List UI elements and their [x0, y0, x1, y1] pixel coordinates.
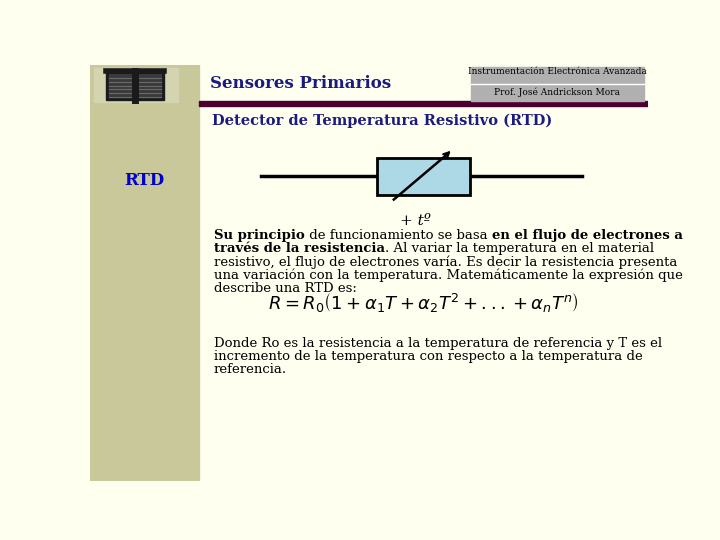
Bar: [472, 67, 644, 101]
Bar: [377, 158, 469, 195]
Text: una variación con la temperatura. Matemáticamente la expresión que: una variación con la temperatura. Matemá…: [214, 268, 683, 282]
Bar: [199, 101, 648, 106]
Text: referencia.: referencia.: [214, 363, 287, 376]
Text: Donde Ro es la resistencia a la temperatura de referencia y T es el: Donde Ro es la resistencia a la temperat…: [214, 337, 662, 350]
Text: Sensores Primarios: Sensores Primarios: [210, 75, 391, 92]
Bar: [94, 68, 178, 102]
Text: Prof. José Andrickson Mora: Prof. José Andrickson Mora: [495, 88, 621, 97]
Bar: [109, 74, 161, 97]
Text: describe una RTD es:: describe una RTD es:: [214, 281, 357, 295]
Bar: [377, 158, 469, 195]
Text: través de la resistencia: través de la resistencia: [214, 242, 385, 255]
Text: Instrumentación Electrónica Avanzada: Instrumentación Electrónica Avanzada: [468, 68, 647, 76]
Text: Su principio: Su principio: [214, 230, 305, 242]
Text: de funcionamiento se basa: de funcionamiento se basa: [305, 230, 492, 242]
Text: + tº: + tº: [400, 214, 431, 228]
Bar: [90, 65, 199, 481]
Text: RTD: RTD: [124, 172, 164, 189]
Text: Detector de Temperatura Resistivo (RTD): Detector de Temperatura Resistivo (RTD): [212, 114, 553, 128]
Text: $R = R_0\left(1 + \alpha_1 T + \alpha_2 T^2 + ... + \alpha_n T^n\right)$: $R = R_0\left(1 + \alpha_1 T + \alpha_2 …: [268, 292, 579, 315]
Text: en el flujo de electrones a: en el flujo de electrones a: [492, 230, 683, 242]
Text: incremento de la temperatura con respecto a la temperatura de: incremento de la temperatura con respect…: [214, 350, 643, 363]
Text: . Al variar la temperatura en el material: . Al variar la temperatura en el materia…: [385, 242, 654, 255]
Text: resistivo, el flujo de electrones varía. Es decir la resistencia presenta: resistivo, el flujo de electrones varía.…: [214, 255, 678, 269]
Bar: [106, 71, 164, 100]
